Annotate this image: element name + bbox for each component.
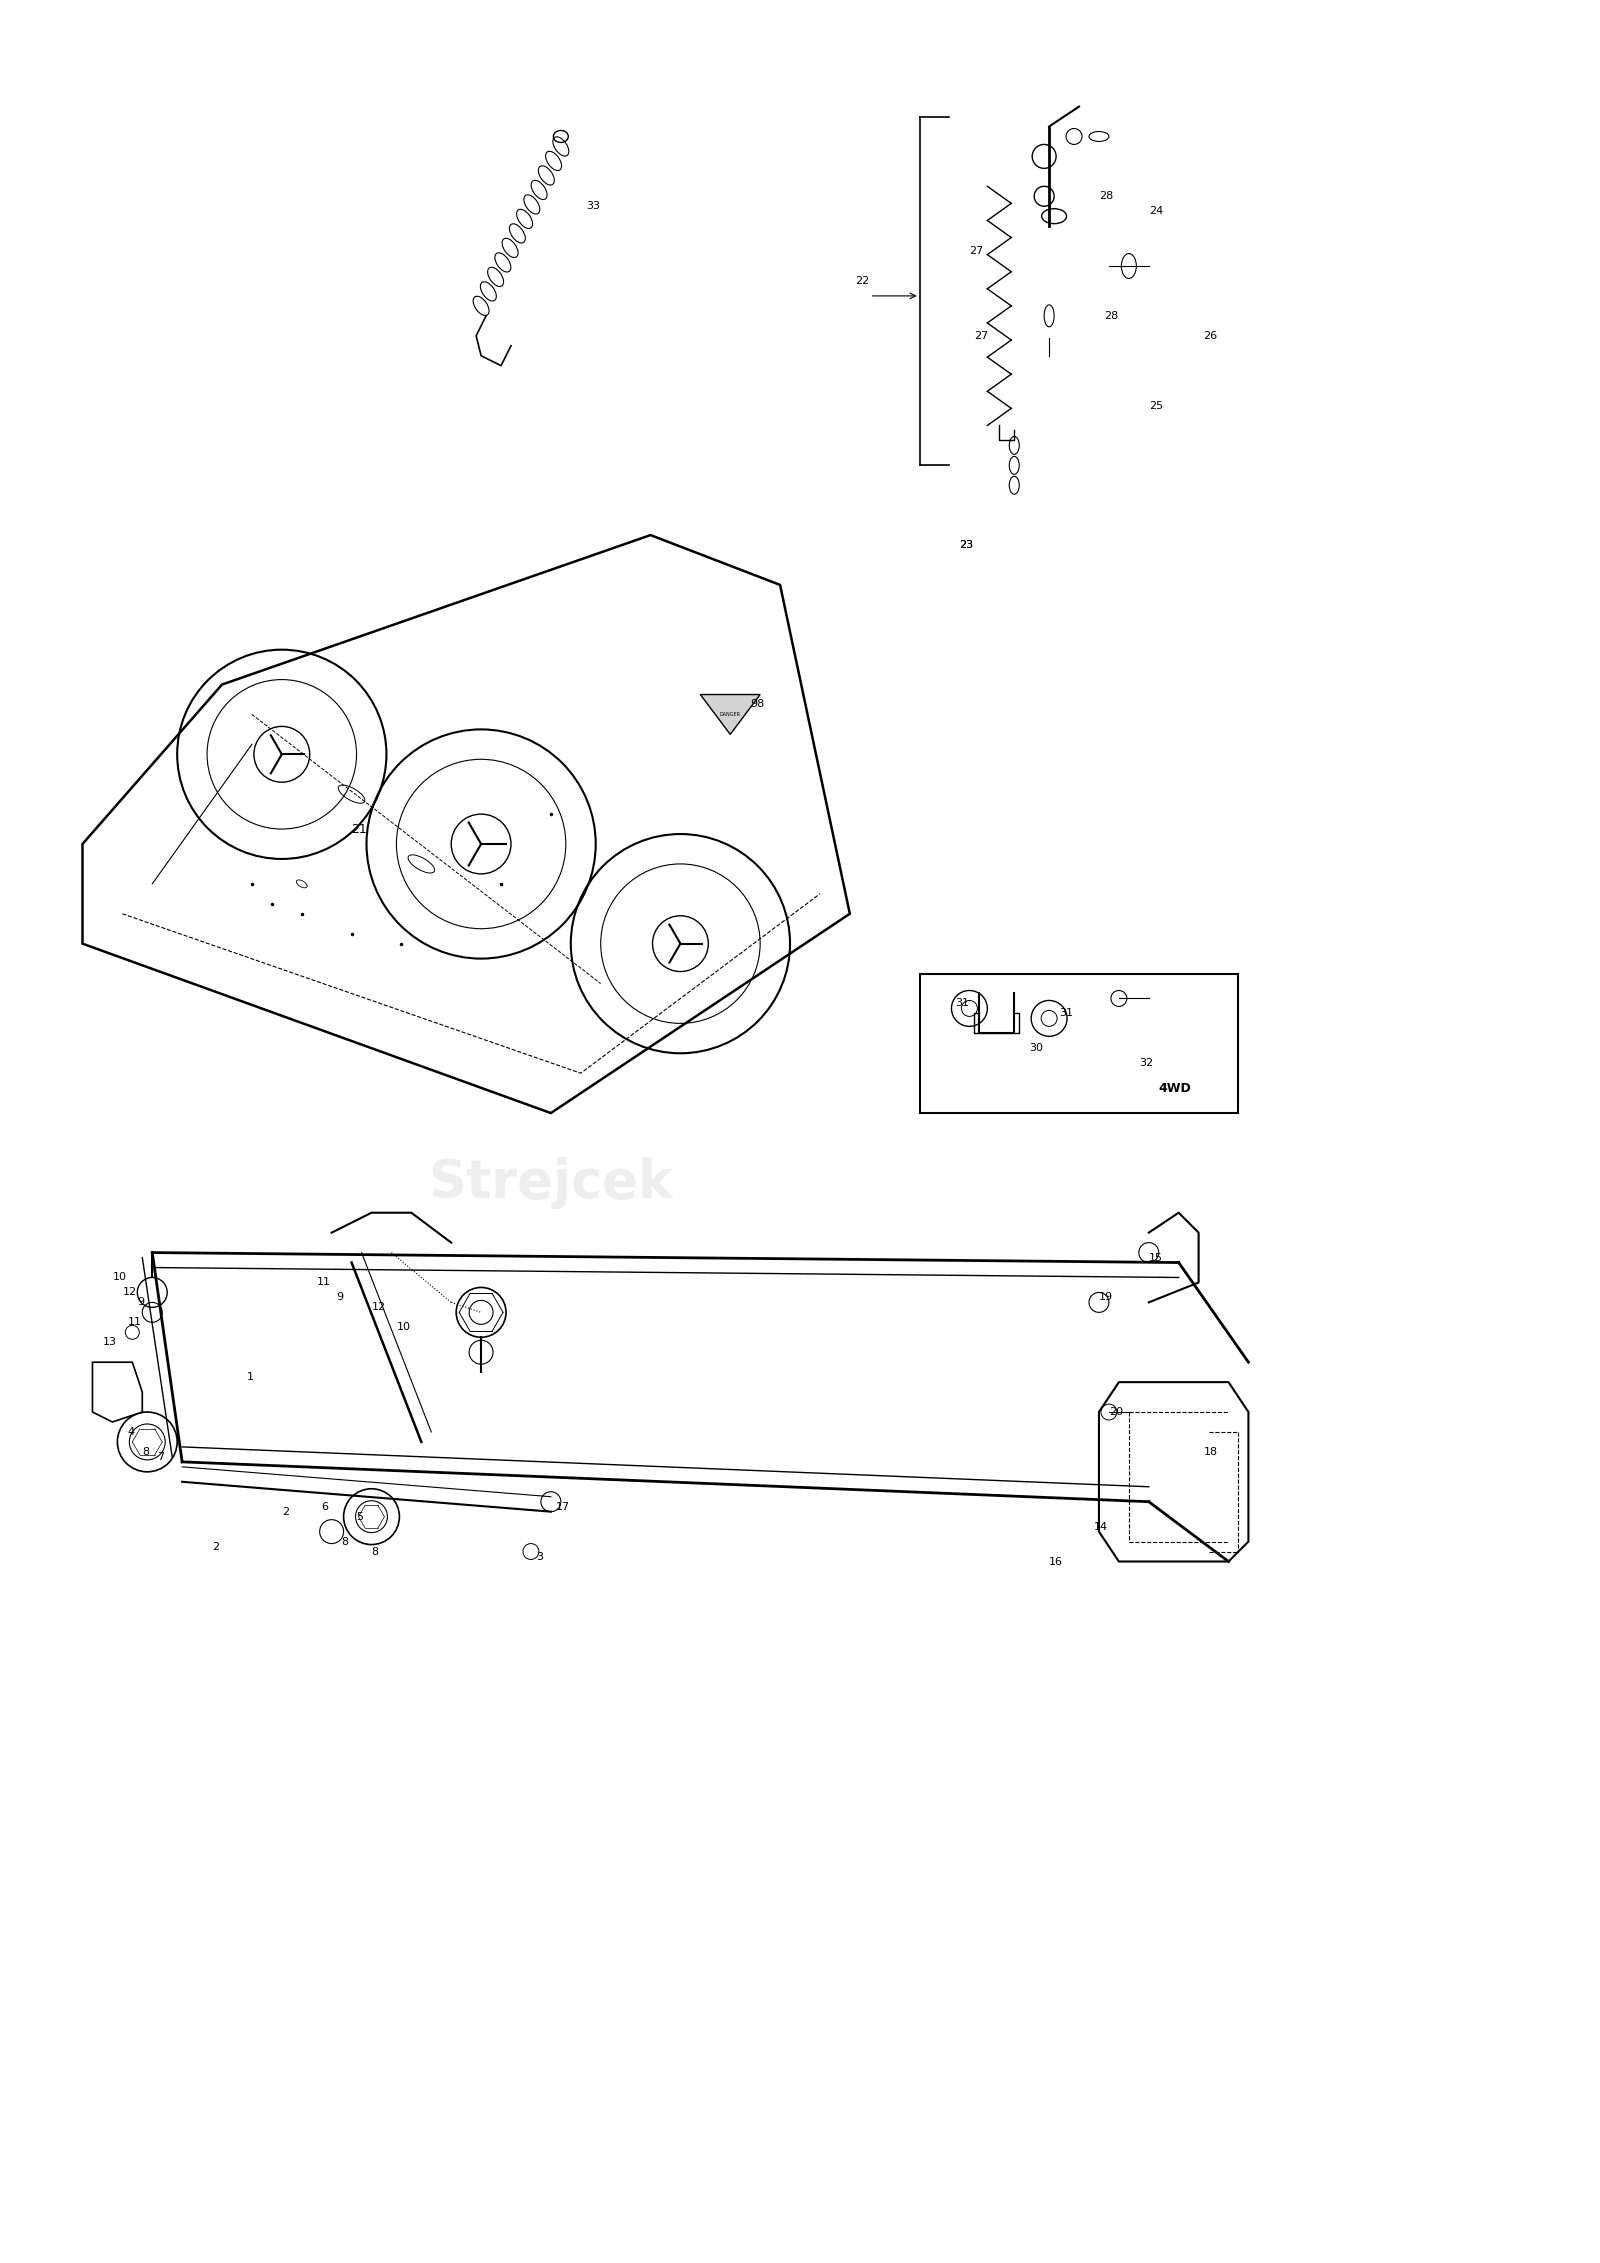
Text: 17: 17 <box>555 1503 570 1512</box>
Text: 98: 98 <box>750 699 765 711</box>
Text: 33: 33 <box>586 201 600 210</box>
Text: 16: 16 <box>1050 1557 1062 1566</box>
Text: 8: 8 <box>371 1546 379 1557</box>
Text: 18: 18 <box>1203 1446 1218 1457</box>
Text: 26: 26 <box>1203 330 1218 342</box>
Text: 1: 1 <box>246 1371 254 1383</box>
Text: DANGER: DANGER <box>720 713 741 717</box>
Polygon shape <box>1099 1383 1248 1561</box>
Polygon shape <box>83 534 850 1113</box>
Text: 30: 30 <box>1029 1043 1043 1052</box>
Text: 2: 2 <box>282 1507 290 1516</box>
Text: 7: 7 <box>157 1453 165 1462</box>
Text: 2: 2 <box>213 1541 219 1552</box>
Text: 28: 28 <box>1104 310 1118 321</box>
Text: 6: 6 <box>322 1503 328 1512</box>
Text: 5: 5 <box>357 1512 363 1521</box>
Text: 25: 25 <box>1149 401 1163 410</box>
Text: 27: 27 <box>970 247 984 256</box>
Text: 4: 4 <box>128 1428 134 1437</box>
Text: 3: 3 <box>536 1552 542 1561</box>
Text: 32: 32 <box>1139 1059 1154 1068</box>
Text: 10: 10 <box>112 1272 126 1283</box>
Text: 23: 23 <box>960 541 973 550</box>
Text: 15: 15 <box>1149 1251 1163 1263</box>
Text: 12: 12 <box>371 1303 386 1313</box>
Text: 10: 10 <box>397 1322 411 1333</box>
Text: 8: 8 <box>142 1446 149 1457</box>
Text: 20: 20 <box>1109 1408 1123 1417</box>
Text: 9: 9 <box>138 1297 144 1308</box>
Text: 12: 12 <box>122 1288 136 1297</box>
Text: Strejcek: Strejcek <box>429 1156 674 1208</box>
Text: 22: 22 <box>854 276 869 285</box>
Text: 28: 28 <box>1099 192 1114 201</box>
FancyBboxPatch shape <box>920 973 1238 1113</box>
Text: 8: 8 <box>341 1537 349 1546</box>
Polygon shape <box>93 1362 142 1421</box>
Text: 4WD: 4WD <box>1158 1082 1192 1095</box>
Text: 11: 11 <box>128 1317 141 1328</box>
Text: 23: 23 <box>960 541 973 550</box>
Text: 24: 24 <box>1149 206 1163 217</box>
Text: 27: 27 <box>974 330 989 342</box>
Text: 13: 13 <box>102 1337 117 1346</box>
Text: 31: 31 <box>955 998 970 1009</box>
Text: 31: 31 <box>1059 1009 1074 1018</box>
Polygon shape <box>701 695 760 735</box>
Text: 19: 19 <box>1099 1292 1114 1303</box>
Text: 11: 11 <box>317 1279 331 1288</box>
Text: 21: 21 <box>352 821 368 835</box>
Text: 14: 14 <box>1094 1521 1109 1532</box>
Text: 9: 9 <box>336 1292 344 1303</box>
